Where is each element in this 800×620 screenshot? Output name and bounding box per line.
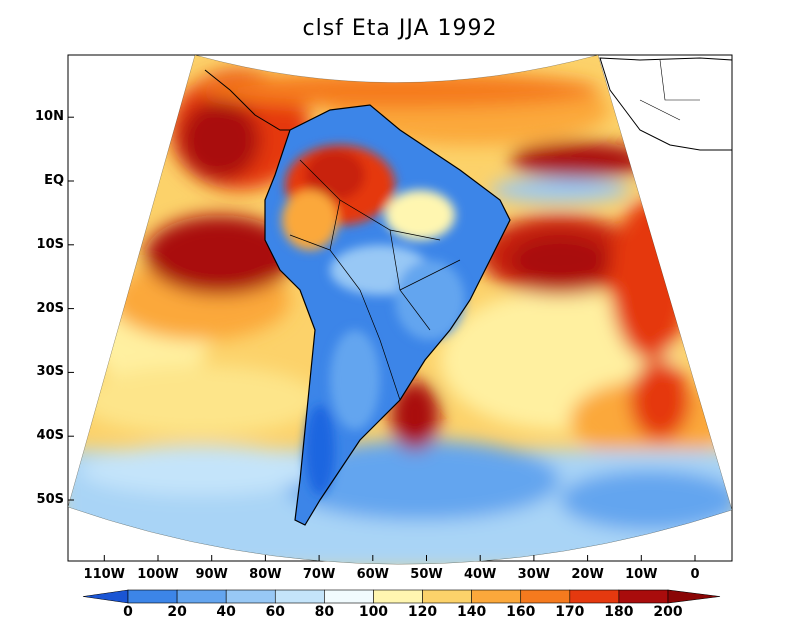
- colorbar-swatch: [373, 589, 423, 604]
- colorbar-label: 140: [457, 604, 487, 620]
- colorbar-swatch: [471, 589, 522, 604]
- colorbar-label: 170: [555, 604, 585, 620]
- colorbar-label: 100: [358, 604, 389, 620]
- lon-label: 110W: [83, 567, 126, 582]
- colorbar-label: 180: [604, 604, 634, 620]
- colorbar-swatch: [569, 589, 620, 604]
- lon-label: 40W: [463, 567, 497, 582]
- lon-label: 30W: [517, 567, 551, 582]
- lon-label: 90W: [195, 567, 228, 582]
- colorbar-swatch: [618, 589, 669, 604]
- colorbar-label: 0: [123, 604, 133, 620]
- projection-outline: [67, 54, 733, 565]
- lat-label: 30S: [36, 364, 64, 380]
- lat-label: 40S: [36, 428, 64, 444]
- map-title: clsf Eta JJA 1992: [302, 16, 498, 41]
- colorbar-label: 20: [167, 604, 187, 620]
- lon-label: 100W: [137, 567, 179, 582]
- colorbar-label: 40: [216, 604, 236, 620]
- colorbar-label: 80: [314, 604, 335, 620]
- latitude-ticks: [68, 116, 74, 501]
- longitude-ticks: [103, 555, 696, 561]
- lon-label: 60W: [356, 567, 390, 582]
- colorbar-swatch: [176, 589, 227, 604]
- colorbar-label: 160: [506, 604, 536, 620]
- colorbar: [82, 589, 721, 604]
- lon-label: 50W: [410, 567, 443, 582]
- colorbar-swatch: [127, 589, 178, 604]
- colorbar-swatch: [324, 589, 374, 604]
- lat-label: 50S: [36, 492, 64, 507]
- lat-label: 10S: [36, 236, 64, 252]
- south-america-land: [204, 57, 733, 526]
- colorbar-swatch: [274, 589, 325, 604]
- lon-label: 20W: [571, 567, 604, 582]
- lat-label: 20S: [36, 300, 64, 316]
- cloud-field: [68, 55, 732, 565]
- colorbar-under-triangle: [82, 589, 129, 604]
- colorbar-label: 200: [653, 604, 683, 620]
- colorbar-over-triangle: [667, 589, 721, 604]
- colorbar-swatch: [225, 589, 276, 604]
- lon-label: 80W: [249, 567, 282, 582]
- colorbar-label: 60: [265, 604, 285, 620]
- lat-label: EQ: [44, 173, 64, 188]
- lon-label: 0: [690, 567, 700, 582]
- colorbar-swatch: [422, 589, 472, 604]
- lat-label: 10N: [35, 109, 64, 125]
- lon-label: 10W: [625, 567, 658, 582]
- colorbar-swatch: [520, 589, 571, 604]
- colorbar-label: 120: [407, 604, 438, 620]
- lon-label: 70W: [302, 567, 336, 582]
